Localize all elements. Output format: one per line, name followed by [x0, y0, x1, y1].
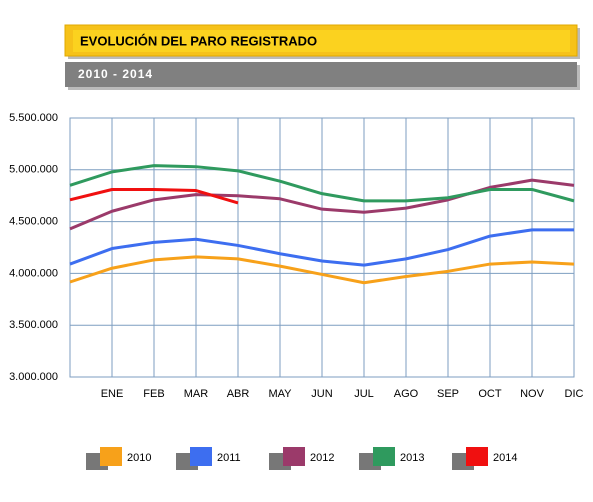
x-tick-label: ENE [101, 388, 124, 400]
series-line [69, 187, 239, 205]
series-line [69, 255, 575, 285]
x-tick-label: JUN [311, 388, 332, 400]
y-tick-label: 4.000.000 [9, 267, 58, 279]
legend-label: 2012 [310, 452, 334, 464]
series-line [69, 178, 575, 231]
y-tick-label: 5.500.000 [9, 112, 58, 124]
y-tick-label: 5.000.000 [9, 164, 58, 176]
subtitle-box [65, 62, 577, 87]
series-line [69, 164, 575, 203]
x-tick-label: JUL [354, 388, 374, 400]
title-inner [73, 30, 570, 52]
legend-label: 2010 [127, 452, 151, 464]
series-line [69, 228, 574, 267]
legend-swatch [100, 447, 122, 466]
chart-subtitle: 2010 - 2014 [78, 67, 153, 81]
y-tick-label: 4.500.000 [9, 216, 58, 228]
legend-label: 2014 [493, 452, 517, 464]
legend-swatch [373, 447, 395, 466]
x-tick-label: MAY [268, 388, 292, 400]
legend-swatch [283, 447, 305, 466]
x-tick-label: AGO [394, 388, 419, 400]
legend-swatch [466, 447, 488, 466]
y-tick-label: 3.500.000 [9, 319, 58, 331]
x-tick-label: MAR [184, 388, 209, 400]
legend-label: 2013 [400, 452, 424, 464]
x-tick-label: FEB [143, 388, 164, 400]
x-tick-label: SEP [437, 388, 459, 400]
legend-swatch [190, 447, 212, 466]
chart-title: EVOLUCIÓN DEL PARO REGISTRADO [80, 33, 317, 48]
legend-label: 2011 [217, 452, 241, 464]
x-tick-label: OCT [478, 388, 502, 400]
x-tick-label: ABR [227, 388, 250, 400]
x-tick-label: NOV [520, 388, 545, 400]
y-tick-label: 3.000.000 [9, 371, 58, 383]
x-tick-label: DIC [565, 388, 584, 400]
